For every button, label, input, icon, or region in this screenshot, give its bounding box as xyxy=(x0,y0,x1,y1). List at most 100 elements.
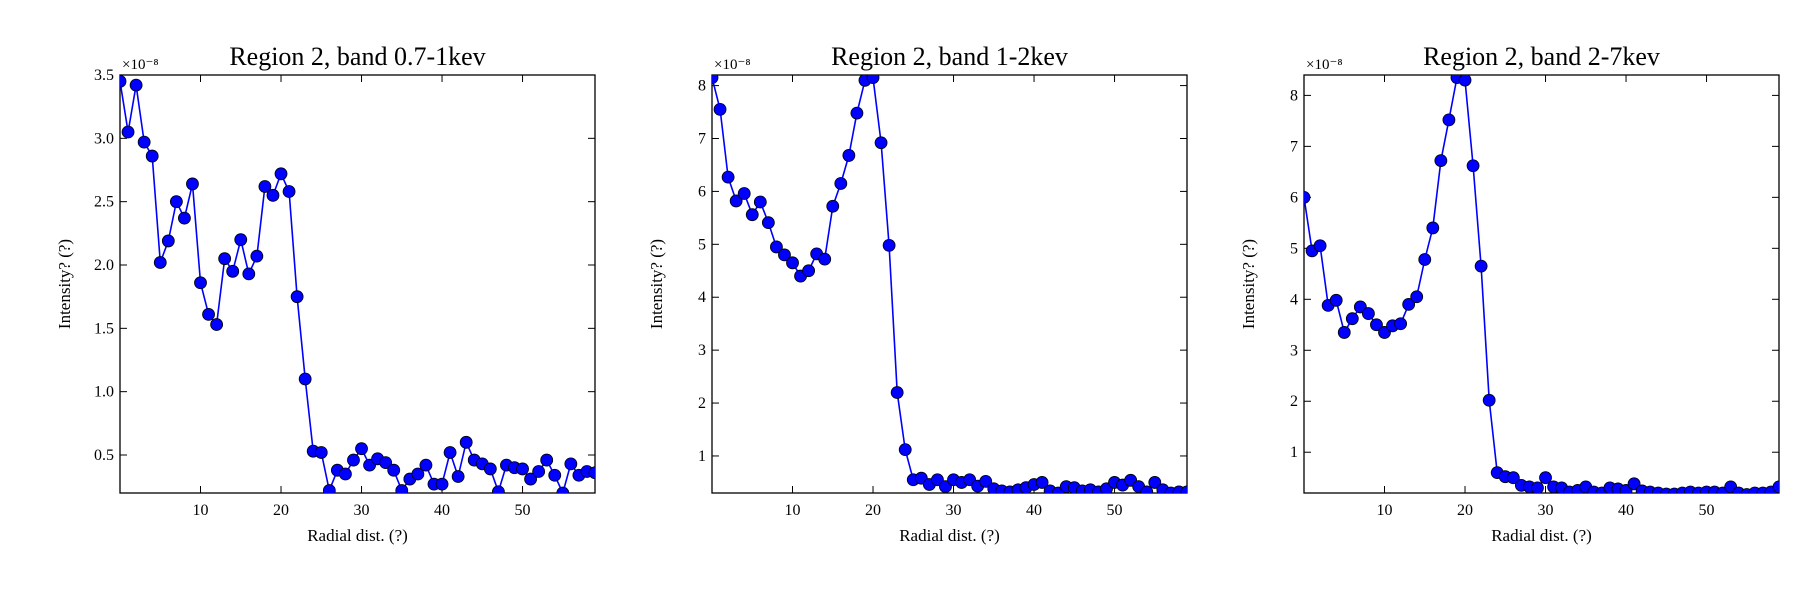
x-tick-label: 30 xyxy=(354,502,370,519)
data-point xyxy=(379,456,393,470)
data-point xyxy=(548,468,562,482)
y-tick-label: 2 xyxy=(698,395,706,412)
data-point xyxy=(483,462,497,476)
data-point xyxy=(1442,113,1456,127)
data-point xyxy=(145,149,159,163)
data-point xyxy=(411,467,425,481)
x-tick-label: 40 xyxy=(1026,502,1042,519)
y-axis-label: Intensity? (?) xyxy=(647,239,666,329)
data-point xyxy=(1539,471,1552,485)
data-point xyxy=(186,177,199,191)
data-point xyxy=(1362,307,1375,320)
data-point xyxy=(1482,393,1496,407)
data-point xyxy=(1304,190,1311,204)
data-point xyxy=(202,307,215,321)
data-point xyxy=(874,136,888,150)
data-point xyxy=(226,264,240,278)
data-point xyxy=(1426,221,1440,235)
data-point xyxy=(1035,476,1049,489)
y-tick-label: 3.5 xyxy=(94,67,114,84)
data-point xyxy=(753,195,767,209)
series-line xyxy=(1304,76,1779,493)
data-point xyxy=(169,195,183,209)
plot-frame xyxy=(711,74,1188,494)
y-tick-label: 7 xyxy=(1290,138,1298,155)
y-tick-label: 1.0 xyxy=(94,384,114,401)
y-tick-label: 8 xyxy=(1290,87,1298,104)
data-point xyxy=(1627,477,1641,491)
data-point xyxy=(979,474,993,488)
data-point xyxy=(314,446,328,459)
data-point xyxy=(770,240,783,254)
x-tick-label: 10 xyxy=(1377,502,1393,519)
y-tick-label: 4 xyxy=(698,289,706,306)
y-exponent-label: ×10⁻⁸ xyxy=(1306,57,1343,73)
data-point xyxy=(451,470,465,483)
y-tick-label: 2 xyxy=(1290,393,1298,410)
y-exponent-label: ×10⁻⁸ xyxy=(122,57,159,73)
x-tick-label: 10 xyxy=(193,502,209,519)
data-point xyxy=(322,484,336,493)
data-point xyxy=(729,194,743,208)
x-axis-label: Radial dist. (?) xyxy=(1491,526,1592,545)
y-axis-label: Intensity? (?) xyxy=(55,239,74,329)
x-tick-label: 50 xyxy=(1699,502,1715,519)
data-point xyxy=(298,372,312,386)
data-point xyxy=(137,135,151,149)
y-tick-label: 3.0 xyxy=(94,130,114,147)
x-tick-label: 10 xyxy=(785,502,801,519)
data-point xyxy=(1410,290,1424,304)
data-point xyxy=(1418,253,1432,266)
data-point xyxy=(121,125,135,139)
data-point xyxy=(721,170,735,184)
data-point xyxy=(250,249,264,263)
y-tick-label: 3 xyxy=(1290,342,1298,359)
chart-title: Region 2, band 1-2kev xyxy=(831,42,1068,71)
y-tick-label: 1 xyxy=(1290,444,1298,461)
chart-panel-2: 10 20 30 40 50 1 2 3 4 5 6 7 8 ×10⁻⁸ Region 2, band 1-… xyxy=(647,42,1188,545)
data-point xyxy=(842,149,856,162)
data-point xyxy=(786,256,799,270)
plot-frame xyxy=(1303,74,1780,494)
data-point xyxy=(556,486,570,493)
data-point xyxy=(588,466,595,480)
y-exponent-label: ×10⁻⁸ xyxy=(714,57,751,73)
data-point xyxy=(761,216,775,230)
data-point xyxy=(395,484,409,493)
data-point xyxy=(898,443,912,457)
data-point xyxy=(194,276,207,290)
data-point xyxy=(737,187,751,200)
y-tick-label: 3 xyxy=(698,342,706,359)
data-point xyxy=(1466,159,1480,173)
data-point xyxy=(419,458,433,472)
data-point xyxy=(218,252,232,266)
y-tick-label: 4 xyxy=(1290,291,1298,308)
series-line xyxy=(120,81,595,493)
data-point xyxy=(1506,471,1520,485)
data-point xyxy=(435,477,449,491)
data-point xyxy=(290,290,304,304)
data-point xyxy=(459,435,473,449)
data-point xyxy=(210,318,224,331)
data-point xyxy=(1458,75,1472,87)
data-point xyxy=(1337,326,1351,339)
data-point xyxy=(524,472,537,486)
data-point xyxy=(339,467,352,481)
data-point xyxy=(890,386,904,399)
y-tick-label: 5 xyxy=(1290,240,1298,257)
data-point xyxy=(745,208,759,222)
data-point xyxy=(882,238,896,252)
x-tick-label: 50 xyxy=(515,502,531,519)
data-point xyxy=(516,462,529,476)
x-tick-label: 20 xyxy=(1457,502,1473,519)
data-point xyxy=(1140,485,1154,493)
y-tick-label: 6 xyxy=(698,183,706,200)
data-point xyxy=(1402,297,1416,311)
x-tick-label: 30 xyxy=(946,502,962,519)
data-point xyxy=(1148,476,1162,489)
data-point xyxy=(234,233,248,247)
data-point xyxy=(1772,480,1779,493)
y-tick-label: 5 xyxy=(698,236,706,253)
data-point xyxy=(1434,154,1448,168)
data-point xyxy=(242,267,256,281)
